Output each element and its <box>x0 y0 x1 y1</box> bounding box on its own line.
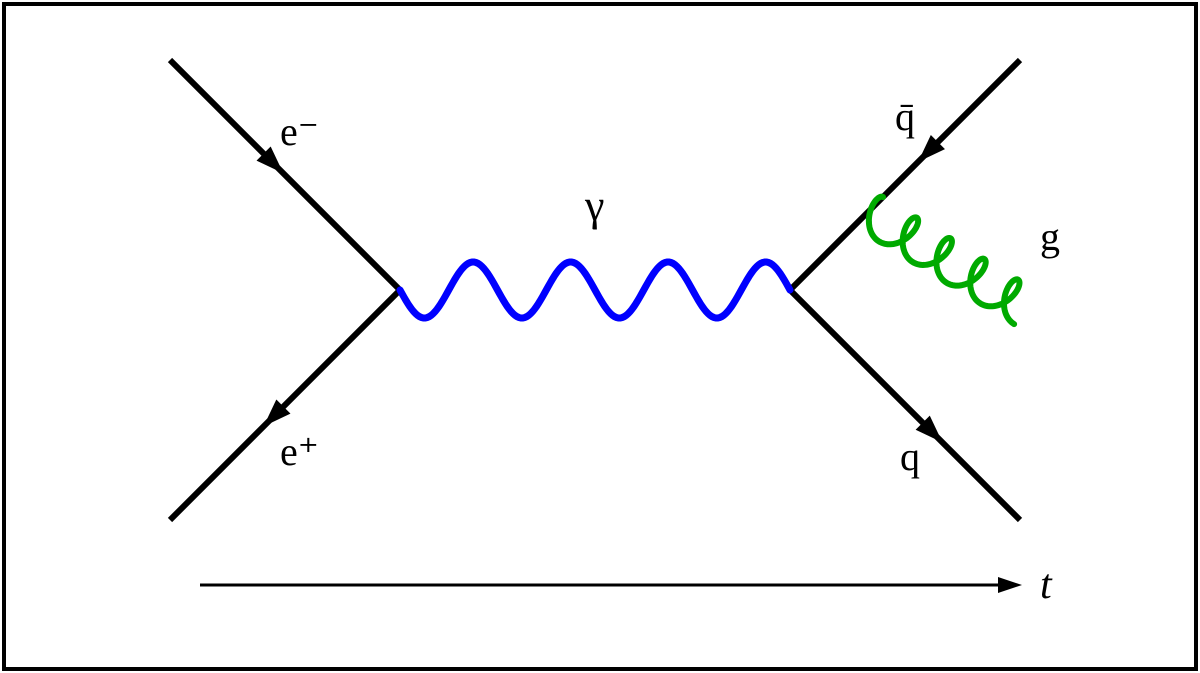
electron-line <box>170 60 400 290</box>
gluon_label: g <box>1040 214 1060 259</box>
diagram-svg: e⁻ e⁺ γ q̄ q g t <box>0 0 1200 673</box>
antiquark_label: q̄ <box>895 94 915 139</box>
gluon-line <box>869 197 1020 324</box>
photon-line <box>400 262 790 318</box>
time_label: t <box>1040 562 1053 608</box>
diagram-border <box>4 4 1196 669</box>
quark-line <box>790 290 1020 520</box>
positron-line <box>170 290 400 520</box>
arrowhead <box>998 577 1022 593</box>
positron_label: e⁺ <box>280 429 319 474</box>
quark_label: q <box>900 434 920 479</box>
photon_label: γ <box>584 181 604 230</box>
electron_label: e⁻ <box>280 109 319 154</box>
feynman-diagram: e⁻ e⁺ γ q̄ q g t <box>0 0 1200 673</box>
